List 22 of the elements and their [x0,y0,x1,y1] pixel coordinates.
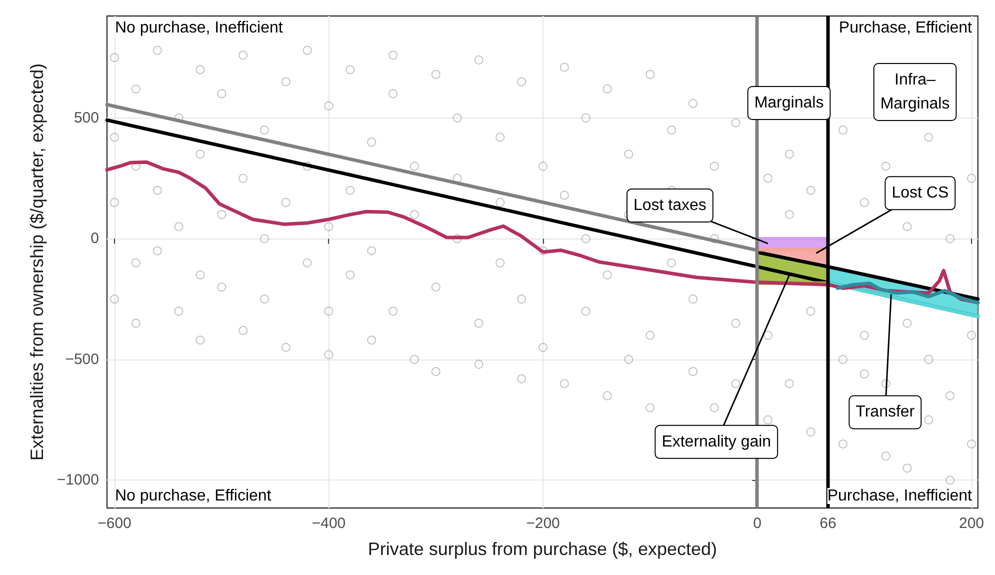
annotation: Purchase, Inefficient [827,488,973,504]
annotation: Transfer [856,404,916,421]
y-tick-label: −500 [65,350,99,368]
annotation: Lost CS [892,184,949,202]
annotation: No purchase, Efficient [115,488,272,504]
x-tick-label: 66 [820,515,836,532]
x-tick-label: −600 [98,515,132,532]
y-tick-label: 0 [90,230,99,248]
x-tick-label: 0 [753,515,762,532]
x-tick-label: −200 [526,515,560,532]
x-tick-label: −400 [312,515,346,532]
x-tick-label: 200 [958,515,984,532]
annotation: Marginals [754,94,824,112]
annotation: Infra– Marginals [880,72,950,112]
y-tick-label: −1000 [56,472,99,489]
x-axis-title: Private surplus from purchase ($, expected) [368,539,718,559]
annotation: Purchase, Efficient [838,20,973,36]
annotation: Externality gain [662,433,772,450]
y-axis-title: Externalities from ownership ($/quarter, expected) [26,63,47,461]
annotation: Lost taxes [633,197,706,214]
annotation: No purchase, Inefficient [115,20,284,36]
y-tick-label: 500 [74,109,99,126]
